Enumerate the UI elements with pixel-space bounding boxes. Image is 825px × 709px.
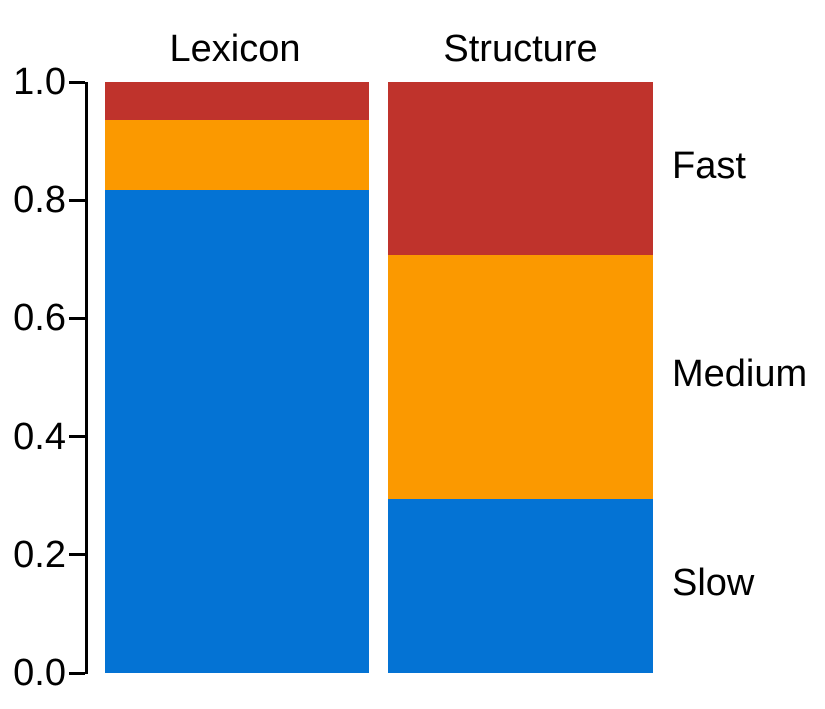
legend-label-medium: Medium <box>672 352 808 395</box>
y-axis-tick <box>69 198 85 202</box>
column-title-lexicon: Lexicon <box>169 28 301 70</box>
legend-label-fast: Fast <box>672 144 746 187</box>
segment-lexicon-slow <box>105 189 369 673</box>
legend-label-slow: Slow <box>672 561 755 604</box>
y-tick-label: 0.8 <box>13 179 66 222</box>
column-title-structure: Structure <box>443 28 598 70</box>
y-tick-label: 1.0 <box>13 61 66 103</box>
segment-structure-fast <box>388 82 653 256</box>
y-tick-label: 0.2 <box>13 533 66 576</box>
y-axis-tick <box>69 80 85 84</box>
y-axis-tick <box>69 553 85 557</box>
y-tick-label: 0.0 <box>13 652 66 694</box>
y-tick-label: 0.6 <box>13 297 66 340</box>
segment-lexicon-fast <box>105 82 369 120</box>
y-tick-label: 0.4 <box>13 415 66 458</box>
segment-structure-slow <box>388 498 653 673</box>
y-axis-tick <box>69 671 85 675</box>
y-axis-tick <box>69 316 85 320</box>
segment-structure-medium <box>388 255 653 499</box>
y-axis-tick <box>69 435 85 439</box>
y-axis-line <box>85 82 88 674</box>
segment-lexicon-medium <box>105 119 369 190</box>
